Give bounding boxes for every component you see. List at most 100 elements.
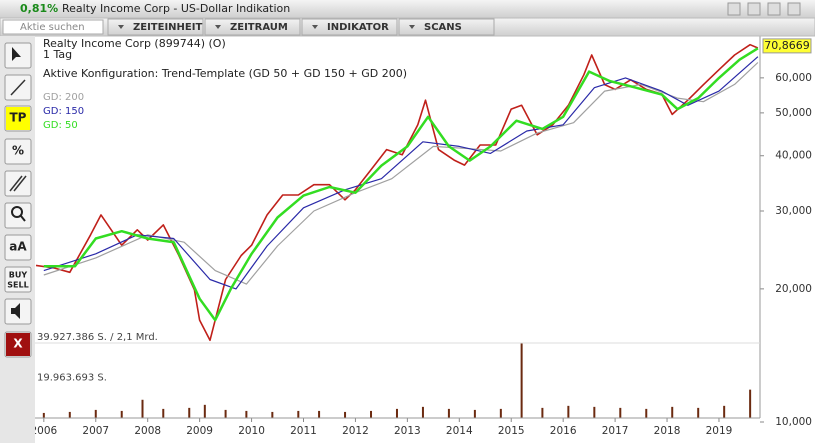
volume-bar — [203, 404, 206, 418]
volume-bar — [645, 408, 648, 418]
tool-button[interactable] — [4, 170, 32, 197]
cursor-icon — [12, 47, 21, 61]
sound-icon — [11, 303, 20, 319]
volume-bar — [162, 408, 165, 418]
volume-bar — [499, 408, 502, 418]
moving-average — [43, 56, 759, 290]
tool-highlight — [6, 333, 30, 356]
volume-bar — [245, 410, 248, 418]
annotation: Aktive Konfiguration: Trend-Template (GD… — [43, 67, 407, 80]
volume-bar — [541, 407, 544, 418]
x-tick-label: 2007 — [82, 425, 109, 437]
volume-bar — [120, 410, 123, 418]
tool-label: aA — [9, 240, 27, 254]
volume-bar — [520, 343, 523, 418]
tool-label: % — [12, 144, 24, 158]
dropdown-arrow — [409, 25, 415, 29]
volume-bar — [271, 411, 274, 418]
dropdown-arrow — [215, 25, 221, 29]
volume-tick-label: 19.963.693 S. — [37, 373, 107, 384]
tool-highlight — [6, 107, 30, 130]
tool-button[interactable] — [4, 138, 32, 165]
parallel-icon — [13, 175, 27, 192]
chart-title: Realty Income Corp (899744) (O) — [43, 37, 226, 50]
y-tick-label: 50,000 — [775, 107, 812, 119]
volume-bar — [141, 399, 144, 418]
volume-bar — [749, 389, 752, 418]
volume-bar — [447, 408, 450, 418]
menu-button[interactable] — [301, 18, 398, 36]
plot — [35, 43, 759, 418]
zoom-icon — [11, 206, 23, 218]
y-tick-label: 60,000 — [775, 72, 812, 84]
parallel-icon — [9, 175, 23, 192]
menu-label: ZEITEINHEIT — [133, 22, 202, 33]
tool-label: TP — [10, 111, 27, 125]
x-tick-label: 2010 — [238, 425, 265, 437]
dropdown-arrow — [118, 25, 124, 29]
volume-bar — [94, 409, 97, 418]
volume-bar — [697, 407, 700, 418]
last-price-label: 70,8669 — [764, 39, 810, 52]
volume-bar — [723, 405, 726, 418]
volume-tick-label: 39.927.386 S. / 2,1 Mrd. — [37, 332, 158, 343]
y-tick-label: 10,000 — [775, 416, 812, 428]
x-tick-label: 2015 — [498, 425, 525, 437]
volume-bar — [344, 411, 347, 418]
x-tick-label: 2018 — [654, 425, 681, 437]
tool-button[interactable] — [4, 234, 32, 261]
menu: ZEITEINHEIT ZEITRAUM INDIKATOR SCANS — [107, 18, 495, 36]
legend-entry: GD: 50 — [43, 120, 78, 131]
x-tick-label: 2019 — [706, 425, 733, 437]
menu-label: ZEITRAUM — [230, 22, 288, 33]
dropdown-arrow — [312, 25, 318, 29]
menu-bar — [0, 17, 815, 37]
menu-button[interactable] — [398, 18, 495, 36]
x-tick-label: 2009 — [186, 425, 213, 437]
volume-bar — [68, 411, 71, 418]
volume-bar — [567, 405, 570, 418]
x-tick-label: 2011 — [290, 425, 317, 437]
volume-bar — [593, 406, 596, 418]
legend-entry: GD: 200 — [43, 92, 84, 103]
volume-bar — [224, 409, 227, 418]
legend-entry: GD: 150 — [43, 106, 84, 117]
volume-bar — [42, 412, 45, 418]
chart-subtitle: 1 Tag — [43, 48, 72, 61]
x-tick-label: 2008 — [134, 425, 161, 437]
menu-label: SCANS — [424, 22, 462, 33]
menu-label: INDIKATOR — [327, 22, 389, 33]
volume-bar — [318, 410, 321, 418]
change: 0,81% — [20, 2, 58, 15]
volume-bar — [619, 407, 622, 418]
x-tick-label: 2014 — [446, 425, 473, 437]
tool-label: SELL — [7, 281, 28, 290]
menu-button[interactable] — [107, 18, 204, 36]
moving-average — [43, 47, 759, 322]
volume-bar — [188, 407, 191, 418]
y-tick-label: 30,000 — [775, 205, 812, 217]
tool-label: BUY — [9, 271, 28, 280]
search-placeholder: Aktie suchen — [20, 22, 85, 33]
menu-button[interactable] — [204, 18, 301, 36]
volume-bar — [671, 406, 674, 418]
x-tick-label: 2013 — [394, 425, 421, 437]
x-tick-label: 2016 — [550, 425, 577, 437]
x-tick-label: 2012 — [342, 425, 369, 437]
tool-label: X — [13, 337, 23, 351]
volume-bar — [370, 410, 373, 418]
volume-bar — [473, 409, 476, 418]
x-tick-label: 2006 — [30, 425, 57, 437]
zoom-icon — [20, 215, 26, 222]
line-icon — [10, 79, 26, 96]
y-tick-label: 40,000 — [775, 150, 812, 162]
tool-button[interactable] — [4, 266, 32, 293]
chart: 60,000 50,000 40,000 30,000 20,000 10,000 2006… — [30, 36, 812, 437]
volume-bar — [297, 410, 300, 418]
tool-button[interactable] — [4, 202, 32, 229]
volume-bar — [421, 406, 424, 418]
search-box[interactable] — [2, 19, 104, 35]
